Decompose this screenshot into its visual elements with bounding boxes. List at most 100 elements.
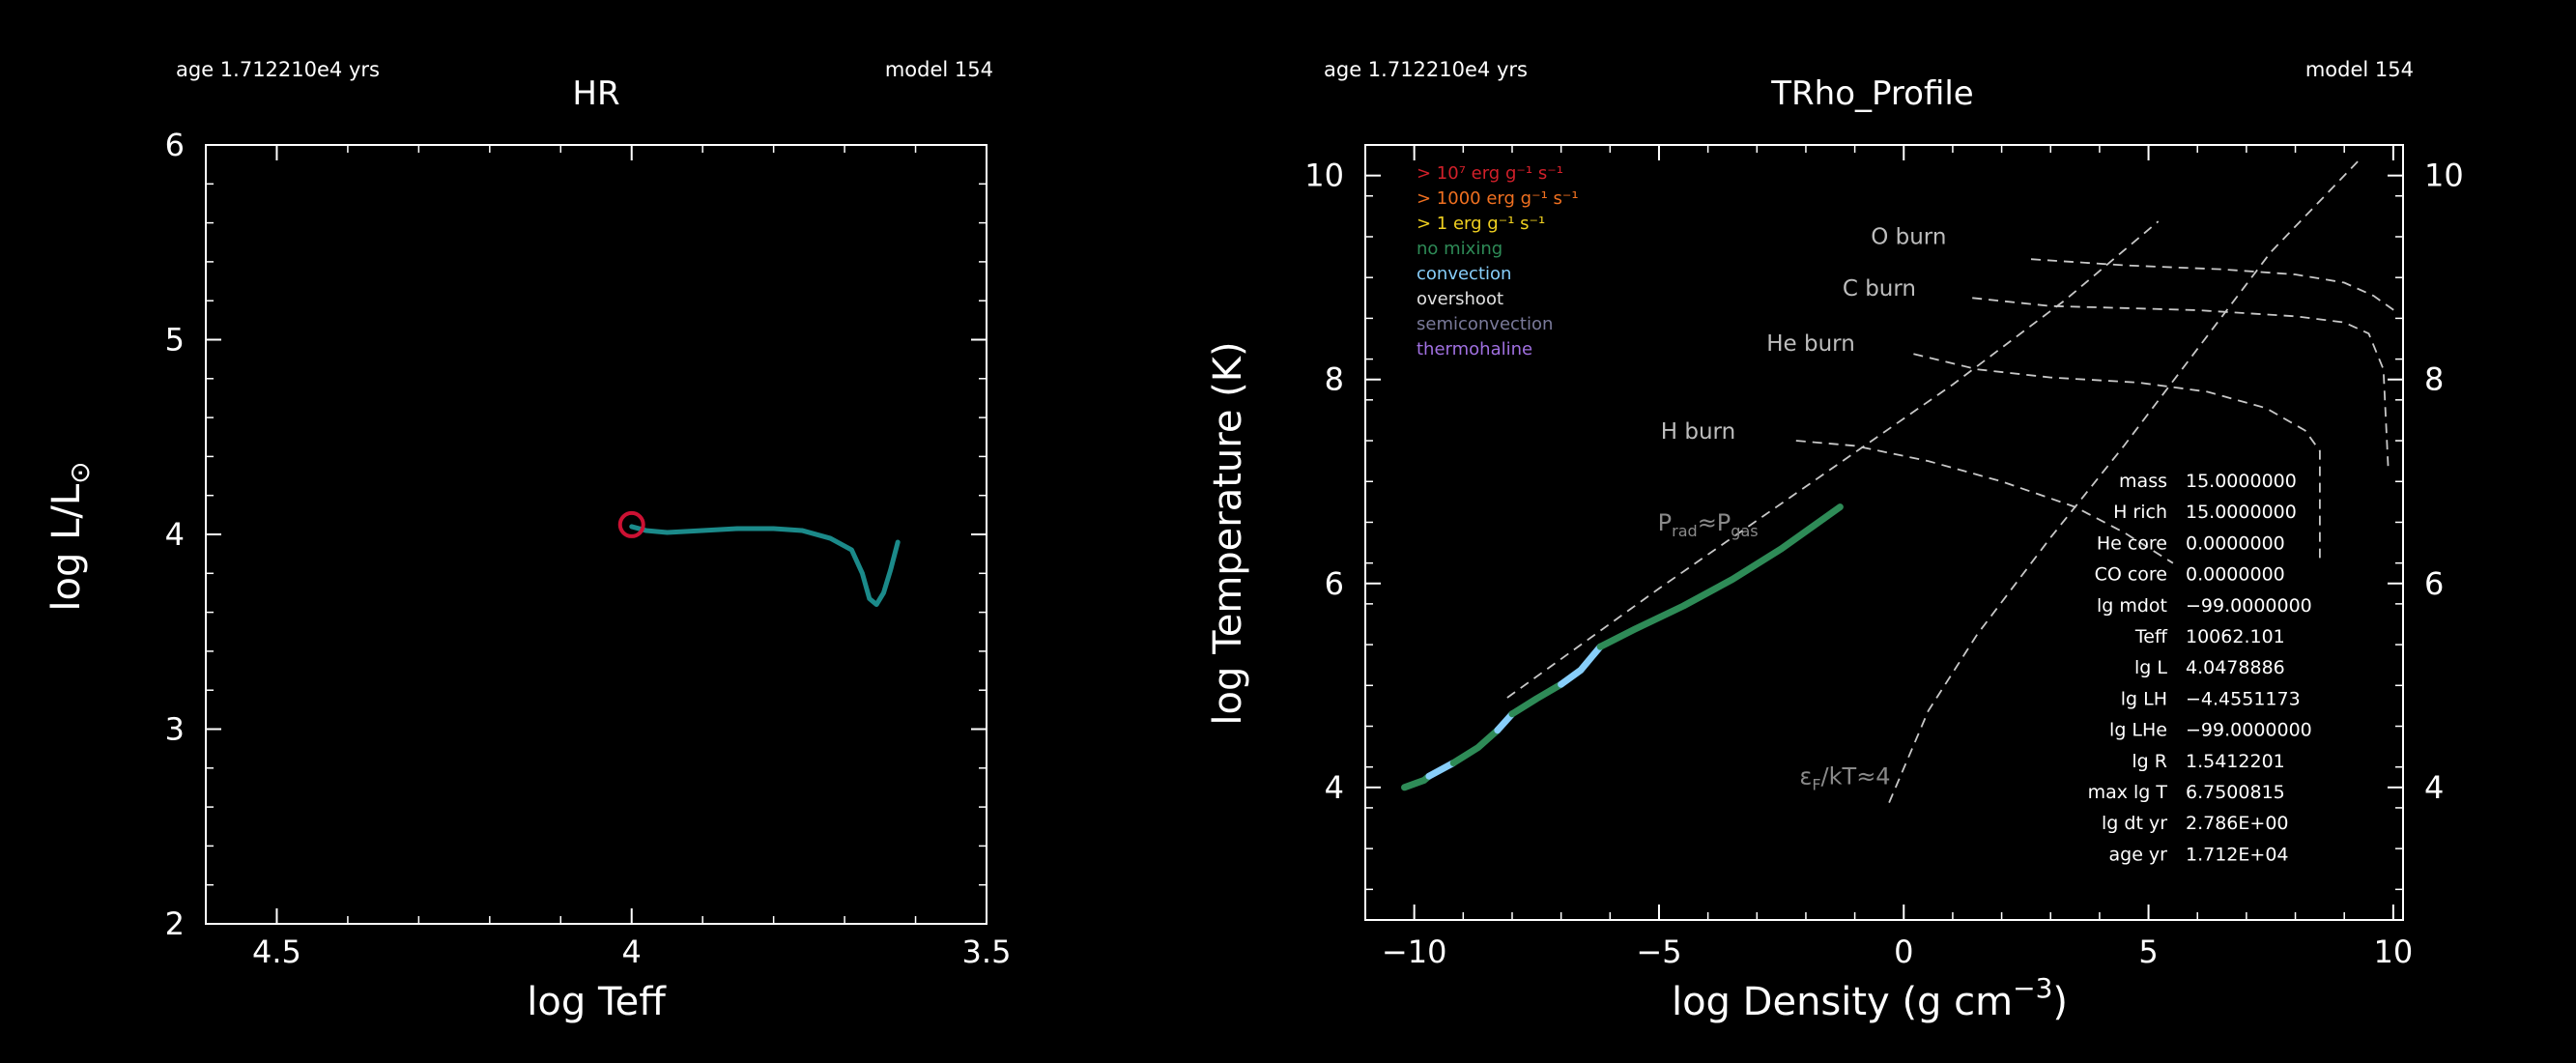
trho-info-label: H rich — [2113, 502, 2167, 523]
trho-info-value: −99.0000000 — [2186, 595, 2312, 617]
trho-info-label: lg L — [2134, 657, 2167, 678]
prad-pgas-label-mid: ≈P — [1698, 509, 1732, 536]
trho-profile-line — [1401, 503, 1844, 791]
trho-info-value: 6.7500815 — [2186, 782, 2285, 803]
prad-pgas-label-main: P — [1658, 509, 1672, 536]
trho-y-tick-label-right: 4 — [2424, 769, 2444, 806]
hr-x-axis-label: log Teff — [527, 980, 667, 1024]
trho-info-label: lg LH — [2121, 688, 2167, 709]
trho-info-label: age yr — [2109, 844, 2168, 865]
degeneracy-label-main: ε — [1799, 763, 1812, 790]
hr-y-tick-label: 4 — [165, 516, 185, 553]
trho-x-tick-label: −10 — [1382, 934, 1447, 970]
trho-burn-line — [2030, 258, 2399, 314]
trho-degeneracy-line — [1888, 159, 2361, 803]
hr-y-axis-label-main: log L/L — [44, 483, 89, 611]
trho-profile-segment — [1508, 680, 1565, 718]
trho-y-tick-label-right: 10 — [2424, 158, 2464, 194]
hr-x-tick-label: 4.5 — [252, 934, 301, 970]
trho-burn-line — [1913, 353, 2321, 559]
trho-burn-label: C burn — [1843, 276, 1916, 302]
hr-y-tick-label: 2 — [165, 905, 185, 942]
trho-info-label: lg R — [2132, 751, 2167, 772]
trho-x-axis-label-sup: −3 — [2013, 972, 2052, 1004]
trho-info-label: lg LHe — [2109, 720, 2167, 741]
trho-legend-entry: > 10⁷ erg g⁻¹ s⁻¹ — [1417, 163, 1563, 184]
hr-y-axis-ticks: 2 3 4 5 6 — [165, 127, 987, 942]
hr-y-tick-label: 6 — [165, 127, 185, 163]
trho-info-value: 0.0000000 — [2186, 532, 2285, 554]
trho-header-left: age 1.712210e4 yrs — [1324, 58, 1528, 81]
trho-legend-entry: no mixing — [1417, 239, 1503, 259]
trho-y-axis-label: log Temperature (K) — [1206, 341, 1250, 725]
hr-x-axis-ticks: 4.5 4 3.5 — [205, 145, 1012, 970]
hr-header-left: age 1.712210e4 yrs — [176, 58, 380, 81]
trho-y-tick-label: 8 — [1325, 361, 1344, 398]
trho-burn-label: H burn — [1661, 419, 1735, 445]
hr-panel: age 1.712210e4 yrs model 154 HR 4.5 4 3.5 … — [44, 58, 1011, 1024]
trho-profile-segment — [1494, 710, 1516, 734]
hr-x-tick-label: 4 — [622, 934, 642, 970]
trho-profile-segment — [1425, 760, 1457, 780]
trho-y-tick-label: 4 — [1325, 769, 1344, 806]
trho-x-axis-ticks: −10 −5 0 5 10 — [1364, 145, 2414, 970]
hr-current-point-marker — [617, 510, 645, 538]
trho-info-value: −99.0000000 — [2186, 720, 2312, 741]
trho-burn-line — [1972, 297, 2390, 472]
trho-info-table: mass 15.0000000 H rich 15.0000000 He core 0.0… — [2088, 471, 2312, 865]
degeneracy-label-sub1: F — [1812, 776, 1820, 794]
trho-x-axis-label-tail: ) — [2052, 980, 2068, 1024]
trho-profile-segment — [1558, 643, 1604, 688]
trho-burn-label: He burn — [1766, 331, 1855, 357]
hr-header-right: model 154 — [885, 58, 993, 81]
trho-annotations: Prad≈Pgas εF/kT≈4 — [1658, 509, 1891, 794]
trho-x-axis-label-main: log Density (g cm — [1672, 980, 2013, 1024]
trho-legend-entry: semiconvection — [1417, 314, 1553, 334]
trho-y-axis-ticks: 4 4 6 6 8 8 10 10 — [1304, 158, 2464, 891]
trho-profile-segment — [1449, 727, 1502, 766]
trho-x-tick-label: −5 — [1636, 934, 1681, 970]
trho-info-label: max lg T — [2088, 782, 2168, 803]
hr-x-tick-label: 3.5 — [962, 934, 1012, 970]
trho-y-tick-label: 10 — [1304, 158, 1344, 194]
trho-legend-entry: > 1000 erg g⁻¹ s⁻¹ — [1417, 188, 1579, 209]
prad-pgas-label-sub1: rad — [1672, 522, 1698, 540]
trho-profile-segment — [1401, 772, 1433, 791]
trho-profile-segment — [1596, 503, 1844, 650]
trho-burn-lines: O burn C burn He burn H burn — [1661, 224, 2399, 564]
hr-y-tick-label: 5 — [165, 322, 185, 359]
trho-legend: > 10⁷ erg g⁻¹ s⁻¹ > 1000 erg g⁻¹ s⁻¹ > 1 e… — [1417, 163, 1579, 359]
hr-y-axis-label: log L/L⊙ — [44, 461, 96, 611]
hr-plot-frame — [205, 144, 987, 925]
trho-info-label: mass — [2119, 471, 2167, 492]
trho-info-value: −4.4551173 — [2186, 688, 2301, 709]
degeneracy-label: εF/kT≈4 — [1799, 763, 1890, 794]
trho-x-tick-label: 10 — [2374, 934, 2414, 970]
trho-info-label: lg dt yr — [2102, 813, 2167, 834]
trho-info-value: 2.786E+00 — [2186, 813, 2289, 834]
trho-prad-pgas-line — [1506, 220, 2160, 699]
trho-burn-label: O burn — [1871, 224, 1946, 249]
degeneracy-label-mid: /kT≈4 — [1821, 763, 1891, 790]
hr-title: HR — [572, 74, 619, 113]
trho-info-value: 1.5412201 — [2186, 751, 2285, 772]
trho-y-tick-label-right: 8 — [2424, 361, 2444, 398]
trho-y-tick-label-right: 6 — [2424, 565, 2444, 602]
trho-info-label: He core — [2097, 532, 2167, 554]
hr-track-line — [629, 524, 901, 608]
prad-pgas-label: Prad≈Pgas — [1658, 509, 1759, 540]
trho-reference-lines — [1506, 159, 2361, 803]
trho-info-label: lg mdot — [2097, 595, 2167, 617]
trho-legend-entry: convection — [1417, 264, 1511, 284]
trho-info-value: 1.712E+04 — [2186, 844, 2289, 865]
trho-info-value: 10062.101 — [2186, 626, 2285, 647]
trho-plot-frame — [1364, 144, 2404, 921]
trho-legend-entry: overshoot — [1417, 289, 1503, 309]
trho-header-right: model 154 — [2305, 58, 2414, 81]
trho-info-value: 0.0000000 — [2186, 564, 2285, 586]
trho-panel: age 1.712210e4 yrs model 154 TRho_Profil… — [1206, 58, 2464, 1024]
trho-legend-entry: thermohaline — [1417, 339, 1532, 359]
trho-x-tick-label: 0 — [1894, 934, 1913, 970]
trho-x-axis-label: log Density (g cm−3) — [1672, 972, 2068, 1024]
